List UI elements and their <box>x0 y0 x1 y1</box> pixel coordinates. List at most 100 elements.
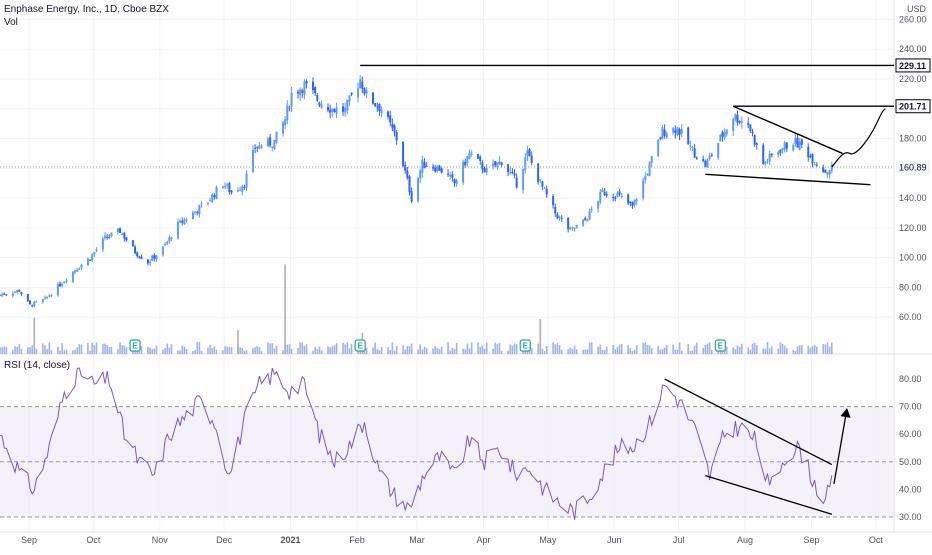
volume-bar <box>618 344 621 354</box>
volume-bar <box>350 343 353 354</box>
candle-body <box>329 109 332 113</box>
trendline[interactable] <box>705 173 871 186</box>
earnings-marker[interactable]: E <box>519 339 531 352</box>
volume-bar <box>695 342 698 354</box>
rsi-trendline[interactable] <box>705 474 833 515</box>
candle-body <box>316 95 319 101</box>
volume-bar <box>620 343 623 354</box>
candle-body <box>541 181 544 187</box>
volume-bar <box>402 345 404 354</box>
candle-body <box>732 118 735 131</box>
volume-legend[interactable]: Vol <box>4 17 18 28</box>
volume-bar <box>468 348 471 354</box>
volume-bar <box>453 348 456 354</box>
candle-body <box>59 283 62 287</box>
candle-body <box>5 294 8 296</box>
candle-body <box>792 145 795 151</box>
candle-body <box>363 88 366 94</box>
rsi-trendline[interactable] <box>664 378 833 466</box>
candle-body <box>586 219 589 222</box>
candle-body <box>333 108 336 113</box>
candle-body <box>644 176 647 181</box>
price-tick-label: 120.00 <box>899 223 927 233</box>
volume-bar <box>198 342 201 354</box>
volume-bar <box>288 344 291 354</box>
earnings-marker[interactable]: E <box>129 339 141 352</box>
volume-bar <box>455 342 458 354</box>
svg-text:160.89: 160.89 <box>899 163 927 173</box>
earnings-marker[interactable]: E <box>354 339 366 352</box>
candle-body <box>417 178 420 201</box>
candle-body <box>423 162 426 169</box>
candle-body <box>687 127 690 145</box>
volume-bar <box>657 345 659 354</box>
volume-bar <box>631 350 634 354</box>
volume-bar <box>421 349 424 354</box>
candle-body <box>462 161 465 183</box>
candle-body <box>331 108 334 112</box>
candle-body <box>552 196 555 206</box>
volume-bar <box>515 344 518 354</box>
candle-body <box>781 148 784 151</box>
volume-bar <box>496 344 499 354</box>
candle-body <box>314 87 317 94</box>
volume-bar <box>74 349 76 354</box>
candle-body <box>618 191 621 195</box>
volume-bar <box>121 345 124 354</box>
price-axis-label: 229.11 <box>895 58 931 73</box>
volume-bar <box>29 346 31 354</box>
price-axis-label: 160.89 <box>896 160 930 174</box>
candle-body <box>826 172 829 175</box>
price-tick-label: 220.00 <box>899 74 927 84</box>
candle-body <box>346 100 349 111</box>
candle-body <box>61 284 64 286</box>
candle-body <box>736 114 739 123</box>
trendline[interactable] <box>732 105 843 155</box>
projection-curve[interactable] <box>831 108 886 168</box>
rsi-legend[interactable]: RSI (14, close) <box>4 360 71 371</box>
volume-bar <box>801 345 803 354</box>
volume-bar <box>391 342 394 354</box>
volume-bar <box>734 349 737 354</box>
volume-bar <box>215 349 218 354</box>
candle-body <box>89 259 92 261</box>
candle-body <box>213 195 216 198</box>
candle-body <box>798 141 801 150</box>
candle-body <box>131 240 134 247</box>
volume-bar <box>18 344 21 354</box>
candle-body <box>166 241 169 244</box>
volume-bar <box>342 342 344 354</box>
candle-body <box>74 270 77 273</box>
candle-body <box>650 156 653 163</box>
candle-body <box>146 259 149 264</box>
price-axis-label: 201.71 <box>895 99 931 114</box>
candle-body <box>629 201 632 204</box>
candle-body <box>571 227 574 229</box>
candle-body <box>822 167 825 172</box>
candle-body <box>717 142 720 158</box>
rsi-arrow[interactable] <box>833 408 851 484</box>
volume-bar <box>185 349 188 354</box>
candle-body <box>528 149 531 156</box>
volume-bar <box>314 347 316 354</box>
candle-body <box>200 203 203 205</box>
volume-bar <box>612 345 614 354</box>
volume-bar <box>0 347 1 354</box>
earnings-marker[interactable]: E <box>714 339 726 352</box>
candle-body <box>183 219 186 225</box>
candle-body <box>702 159 705 161</box>
candle-body <box>678 129 681 135</box>
volume-bar <box>72 350 74 354</box>
currency-label: USD <box>906 4 926 14</box>
candle-body <box>236 190 239 192</box>
candle-body <box>524 157 527 170</box>
candle-body <box>335 107 338 114</box>
symbol-legend[interactable]: Enphase Energy, Inc., 1D, Cboe BZX <box>4 4 169 15</box>
volume-bar <box>410 343 413 354</box>
volume-bar <box>252 348 254 354</box>
candle-body <box>706 159 709 168</box>
volume-bar <box>659 349 662 354</box>
candle-body <box>359 79 362 88</box>
